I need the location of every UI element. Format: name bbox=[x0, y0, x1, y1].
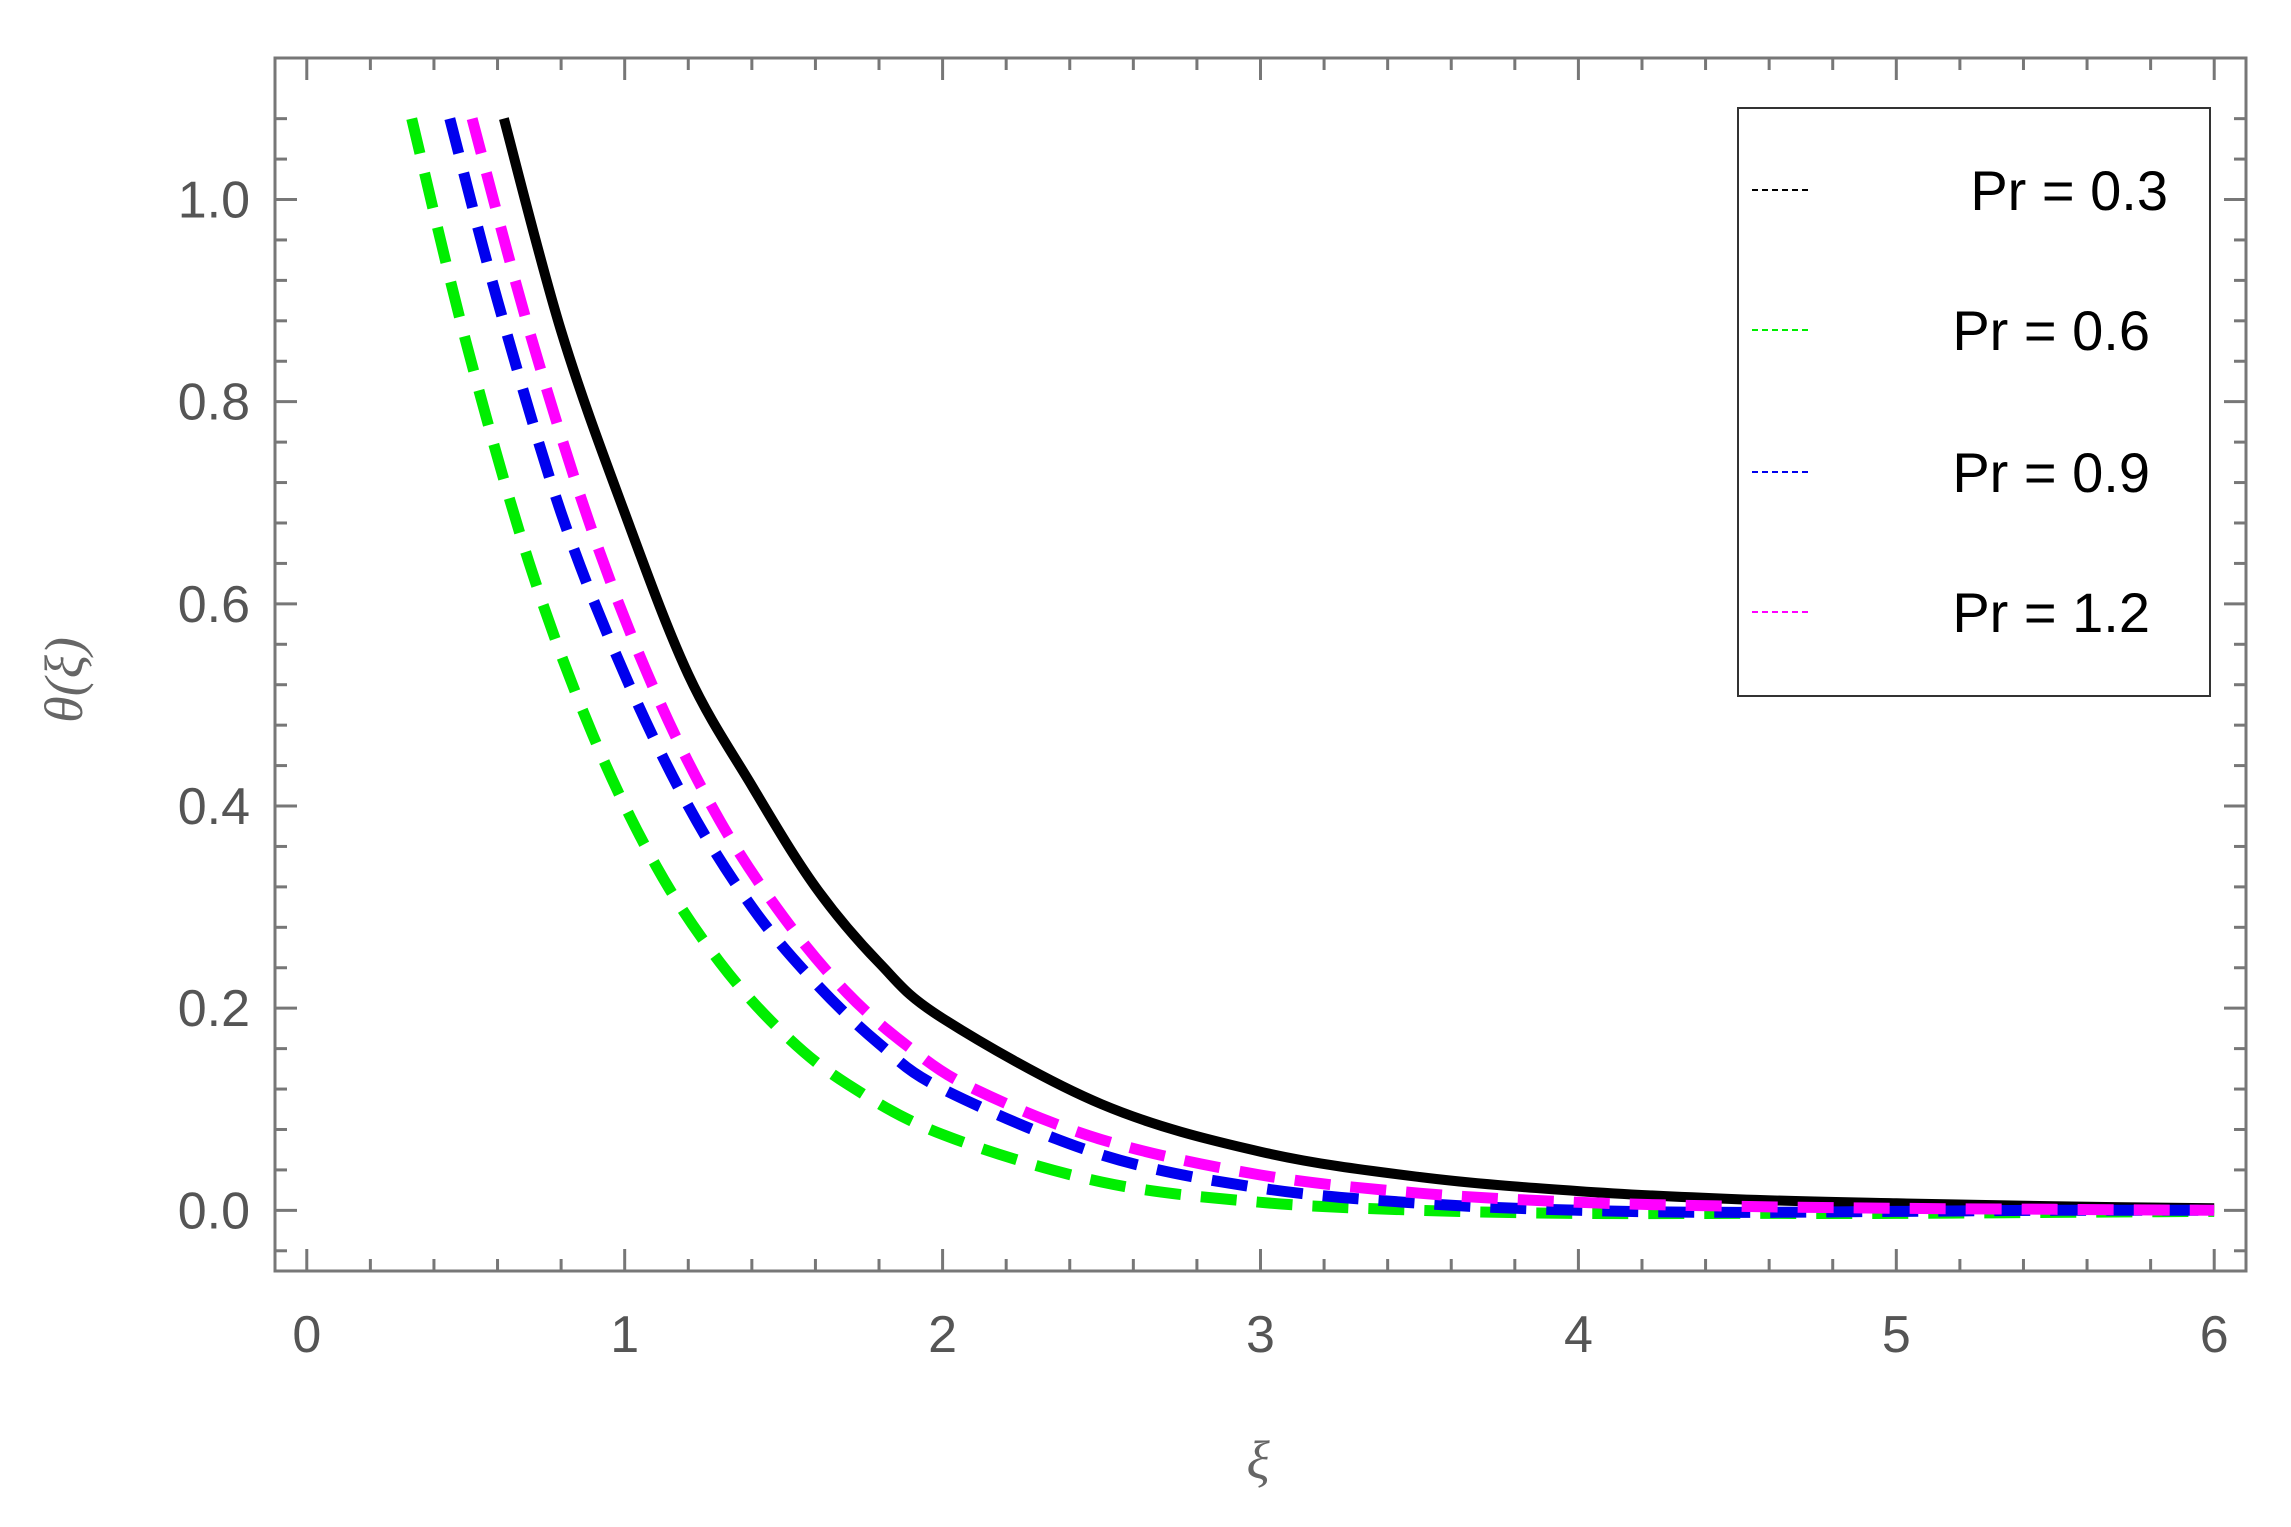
y-tick-label: 0.0 bbox=[178, 1182, 250, 1240]
y-tick-label: 1.0 bbox=[178, 172, 250, 230]
legend-label: Pr = 0.6 bbox=[1952, 299, 2150, 362]
plot-layer bbox=[406, 117, 2215, 1220]
x-tick-label: 5 bbox=[1882, 1306, 1911, 1364]
x-tick-label: 6 bbox=[2200, 1306, 2229, 1364]
legend-box bbox=[1737, 107, 2211, 697]
tick-layer bbox=[275, 58, 2246, 1271]
y-axis-label: θ(ξ) bbox=[34, 637, 94, 723]
label-layer: 0 1 2 3 4 5 6 0.0 0.2 0.4 0.6 0.8 1.0 bbox=[178, 172, 2229, 1364]
x-axis-label: ξ bbox=[1246, 1430, 1270, 1490]
y-tick-label: 0.8 bbox=[178, 374, 250, 432]
legend-label: Pr = 0.3 bbox=[1970, 159, 2168, 222]
y-tick-label: 0.4 bbox=[178, 778, 250, 836]
series-line-1 bbox=[499, 117, 2215, 1214]
x-tick-label: 4 bbox=[1564, 1306, 1593, 1364]
x-tick-label: 0 bbox=[292, 1306, 321, 1364]
x-tick-label: 2 bbox=[928, 1306, 957, 1364]
series-line-4 bbox=[466, 117, 2215, 1216]
y-tick-label: 0.2 bbox=[178, 980, 250, 1038]
plot-frame bbox=[273, 56, 2248, 1273]
legend-label: Pr = 1.2 bbox=[1952, 581, 2150, 644]
y-tick-label: 0.6 bbox=[178, 576, 250, 634]
x-tick-label: 1 bbox=[610, 1306, 639, 1364]
legend: Pr = 0.3 Pr = 0.6 Pr = 0.9 Pr = 1.2 bbox=[1737, 107, 2211, 697]
legend-label: Pr = 0.9 bbox=[1952, 441, 2150, 504]
x-tick-label: 3 bbox=[1246, 1306, 1275, 1364]
